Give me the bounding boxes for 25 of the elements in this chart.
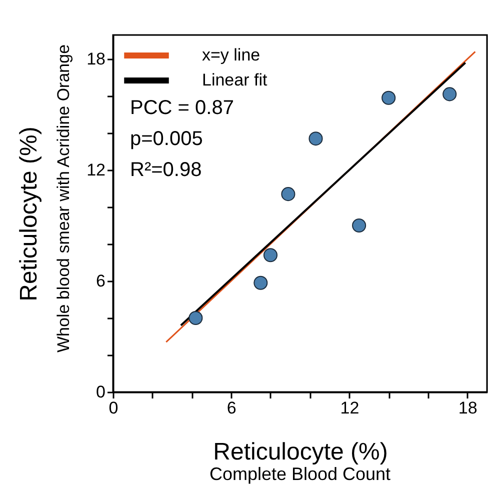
y-tick-label: 0 [96, 382, 106, 402]
x-tick-label: 12 [340, 398, 360, 418]
y-tick-label: 6 [96, 272, 106, 291]
annotation: R²=0.98 [130, 159, 202, 181]
point [308, 132, 323, 146]
point [281, 187, 296, 202]
y-tick-label: 18 [86, 50, 106, 69]
legend-label: x=y line [202, 46, 260, 64]
y-tick-label: 12 [86, 160, 106, 180]
x-tick-label: 0 [108, 398, 118, 418]
annotation: p=0.005 [130, 128, 203, 150]
x-axis-title: Reticulocyte (%) [213, 438, 388, 466]
point [254, 276, 268, 290]
point [442, 87, 457, 102]
point [188, 311, 203, 326]
legend-label: Linear fit [202, 70, 268, 90]
point [352, 218, 366, 233]
x-tick-label: 6 [226, 398, 236, 418]
point [263, 248, 278, 262]
point [382, 90, 396, 105]
text: Whole blood smear with Acridine Orange [54, 44, 73, 353]
annotation: PCC = 0.87 [130, 97, 234, 119]
text: Complete Blood Count [209, 464, 391, 484]
x-tick-label: 18 [458, 398, 478, 418]
y-axis-title: Reticulocyte (%) [16, 126, 42, 302]
